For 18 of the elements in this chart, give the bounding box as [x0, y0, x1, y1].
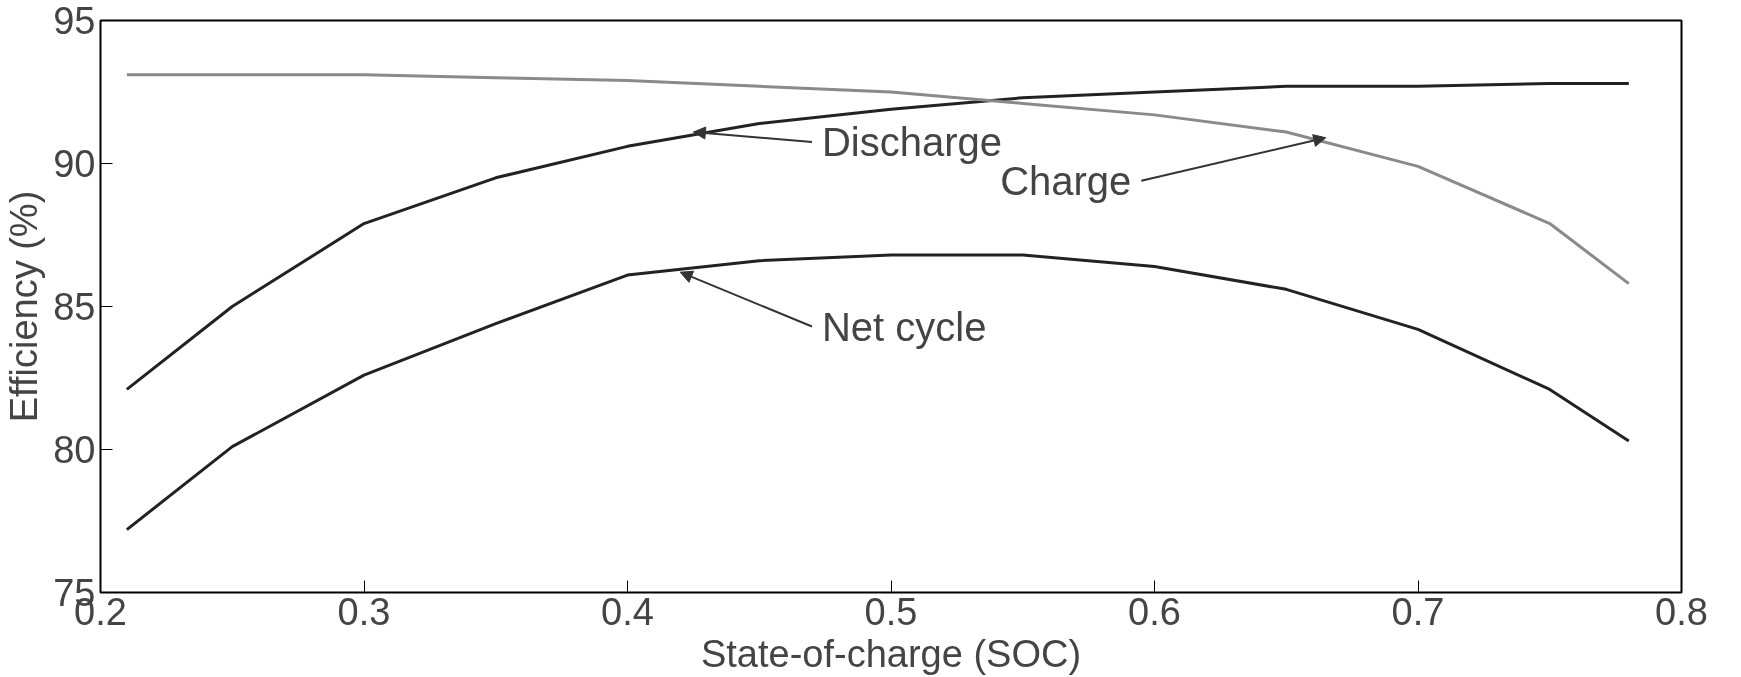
x-tick-label: 0.6 — [1128, 590, 1181, 633]
annotation: Net cycle — [821, 304, 987, 349]
x-axis-title: State-of-charge (SOC) — [700, 632, 1082, 675]
y-tick-label: 95 — [53, 0, 96, 42]
annotation: Discharge — [821, 120, 1003, 165]
x-tick-label: 0.4 — [601, 590, 654, 633]
x-tick-label: 0.5 — [864, 590, 918, 633]
x-tick-label: 0.8 — [1655, 590, 1708, 633]
line-series — [125, 81, 1631, 391]
annotation: Charge — [1000, 158, 1132, 203]
line-series — [125, 253, 1631, 532]
x-tick-label: 0.3 — [337, 590, 391, 633]
y-tick-label: 80 — [53, 429, 96, 471]
y-axis-title: Efficiency (%) — [3, 190, 46, 423]
y-tick-label: 85 — [53, 286, 96, 328]
x-tick-label: 0.7 — [1391, 590, 1445, 633]
y-tick-label: 90 — [53, 143, 96, 185]
line-series — [125, 73, 1631, 286]
